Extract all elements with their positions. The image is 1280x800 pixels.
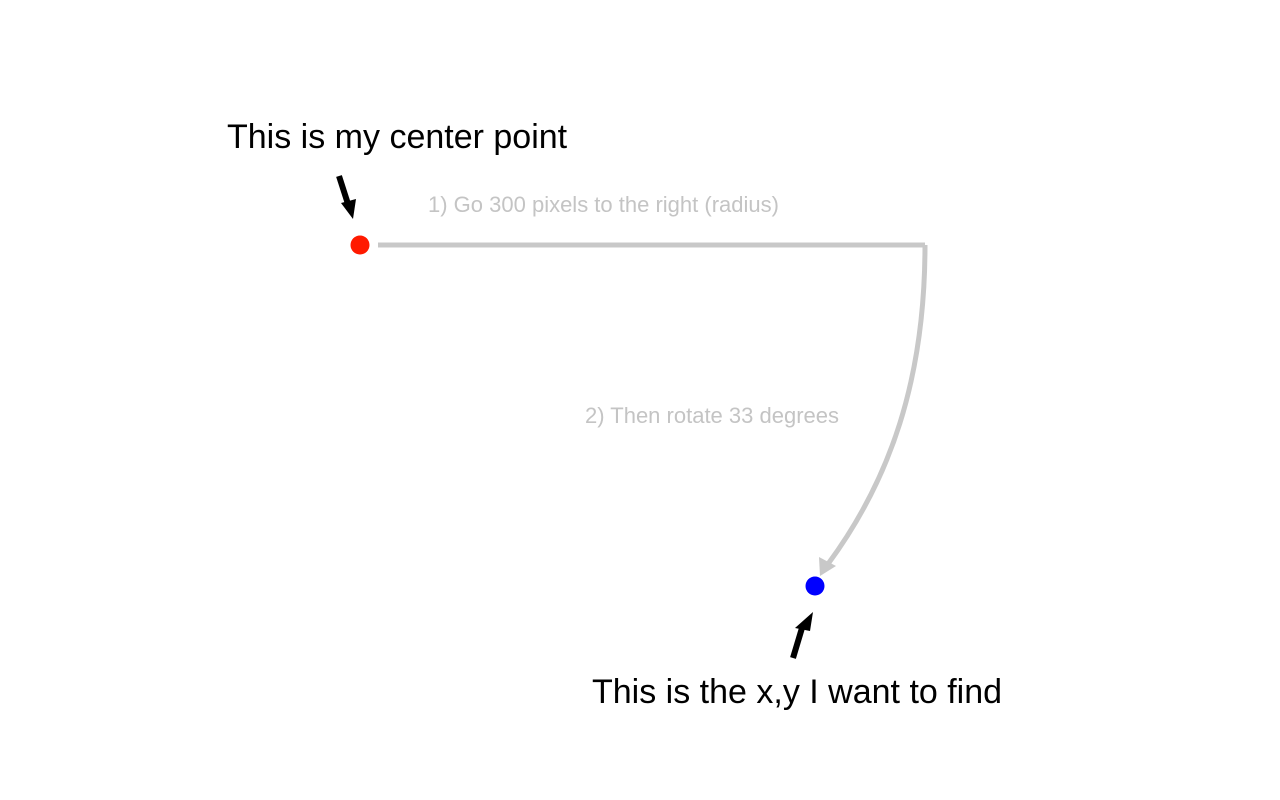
target-point-label: This is the x,y I want to find xyxy=(592,673,1002,711)
target-pointer-arrow-icon xyxy=(790,612,813,659)
target-pointer-head xyxy=(795,612,813,631)
center-pointer-arrow-icon xyxy=(336,175,356,219)
rotation-arc-arrowhead-icon xyxy=(819,557,836,576)
rotation-arc xyxy=(825,244,928,566)
step1-label: 1) Go 300 pixels to the right (radius) xyxy=(428,192,779,217)
step2-label: 2) Then rotate 33 degrees xyxy=(585,403,839,428)
center-pointer-head xyxy=(341,199,356,219)
target-point-dot xyxy=(805,576,825,596)
target-pointer-shaft xyxy=(790,627,805,659)
center-point-label: This is my center point xyxy=(227,118,568,156)
center-point-dot xyxy=(350,235,370,255)
center-pointer-shaft xyxy=(336,175,351,205)
